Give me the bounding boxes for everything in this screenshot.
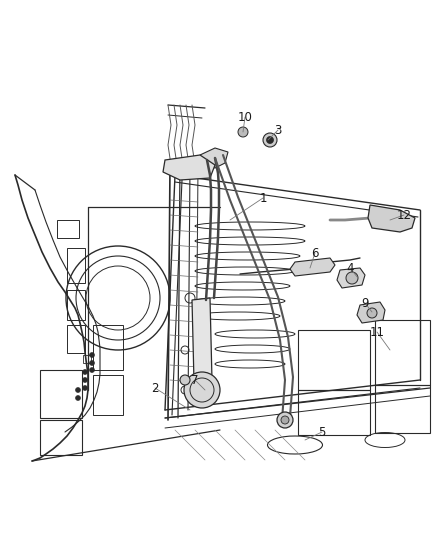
Circle shape	[89, 352, 94, 358]
Bar	[67, 290, 85, 320]
Text: 1: 1	[259, 191, 266, 205]
Polygon shape	[191, 298, 212, 382]
Polygon shape	[356, 302, 384, 323]
Bar	[297, 330, 369, 390]
Bar	[67, 248, 85, 283]
Text: 2: 2	[151, 382, 159, 394]
Circle shape	[82, 369, 87, 375]
Bar	[297, 390, 369, 435]
Circle shape	[75, 395, 80, 400]
Bar	[93, 325, 123, 370]
Bar	[67, 325, 85, 353]
Text: 10: 10	[237, 110, 252, 124]
Polygon shape	[200, 148, 227, 168]
Polygon shape	[162, 155, 215, 180]
Circle shape	[345, 272, 357, 284]
Circle shape	[82, 385, 87, 391]
Circle shape	[266, 136, 273, 143]
Text: 11: 11	[369, 326, 384, 338]
Circle shape	[366, 308, 376, 318]
Circle shape	[75, 387, 80, 392]
Text: 5: 5	[318, 425, 325, 439]
Text: 12: 12	[396, 208, 410, 222]
Circle shape	[262, 133, 276, 147]
Circle shape	[276, 412, 292, 428]
Bar	[40, 420, 82, 455]
Polygon shape	[290, 258, 334, 276]
Circle shape	[82, 377, 87, 383]
Circle shape	[184, 372, 219, 408]
Text: 7: 7	[191, 374, 198, 386]
Polygon shape	[367, 205, 414, 232]
Text: 4: 4	[346, 262, 353, 274]
Text: 3: 3	[274, 124, 281, 136]
Bar	[374, 320, 429, 385]
Bar	[374, 385, 429, 433]
Bar	[83, 355, 91, 363]
Circle shape	[237, 127, 247, 137]
Polygon shape	[336, 268, 364, 288]
Circle shape	[280, 416, 288, 424]
Bar	[93, 375, 123, 415]
Bar	[57, 220, 79, 238]
Text: 9: 9	[360, 296, 368, 310]
Circle shape	[180, 375, 190, 385]
Circle shape	[89, 367, 94, 373]
Text: 6: 6	[311, 246, 318, 260]
Bar	[40, 370, 82, 418]
Circle shape	[89, 360, 94, 366]
